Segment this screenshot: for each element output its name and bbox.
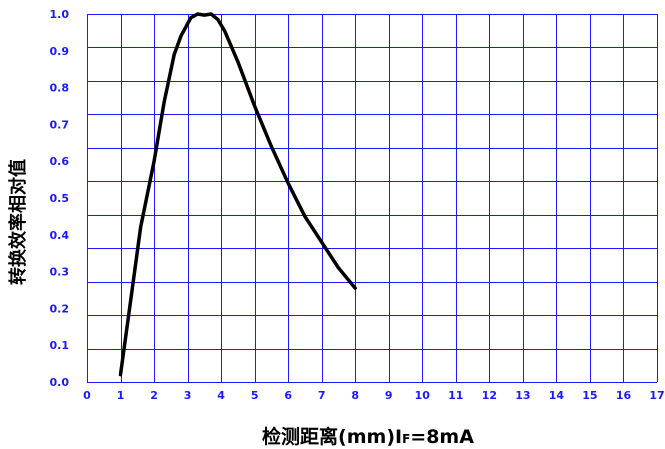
series-line-group: [118, 12, 357, 377]
x-axis-title-part-1: 检测距离(mm)I: [262, 425, 402, 448]
x-tick-label: 1: [117, 389, 125, 402]
x-tick-label: 16: [616, 389, 632, 402]
x-tick-label: 0: [83, 389, 91, 402]
y-tick-labels: 0.0 0.1 0.2 0.3 0.4 0.5 0.6 0.7 0.8 0.9 1.0: [50, 8, 70, 389]
y-tick-label: 0.0: [50, 376, 70, 389]
x-axis-title: 检测距离(mm)IF=8mA: [262, 425, 474, 448]
y-tick-label: 0.6: [50, 155, 70, 168]
x-tick-label: 3: [184, 389, 192, 402]
y-tick-label: 0.7: [50, 118, 70, 131]
x-tick-label: 15: [582, 389, 597, 402]
x-tick-label: 17: [649, 389, 664, 402]
y-tick-label: 0.3: [50, 266, 70, 279]
x-tick-label: 14: [549, 389, 565, 402]
y-tick-label: 0.4: [50, 229, 70, 242]
x-tick-label: 9: [385, 389, 393, 402]
y-tick-label: 0.8: [50, 82, 70, 95]
series-line: [118, 12, 357, 377]
x-axis-title-part-2: =8mA: [410, 426, 474, 448]
y-axis-title: 转换效率相对值: [7, 159, 29, 285]
x-tick-label: 11: [448, 389, 463, 402]
y-tick-label: 0.1: [50, 339, 70, 352]
x-tick-labels: 0 1 2 3 4 5 6 7 8 9 10 11 12 13 14 15 16 17: [83, 389, 664, 402]
x-tick-label: 6: [284, 389, 292, 402]
y-tick-label: 0.5: [50, 192, 70, 205]
x-tick-label: 10: [415, 389, 431, 402]
x-axis-title-subscript: F: [402, 432, 410, 446]
x-tick-label: 4: [217, 389, 225, 402]
x-tick-label: 12: [482, 389, 497, 402]
grid: [87, 14, 658, 383]
x-tick-label: 13: [515, 389, 530, 402]
x-tick-label: 8: [351, 389, 359, 402]
x-tick-label: 5: [251, 389, 259, 402]
y-tick-label: 0.2: [50, 302, 70, 315]
x-tick-label: 2: [150, 389, 158, 402]
x-tick-label: 7: [318, 389, 326, 402]
y-tick-label: 0.9: [50, 45, 70, 58]
y-tick-label: 1.0: [50, 8, 70, 21]
